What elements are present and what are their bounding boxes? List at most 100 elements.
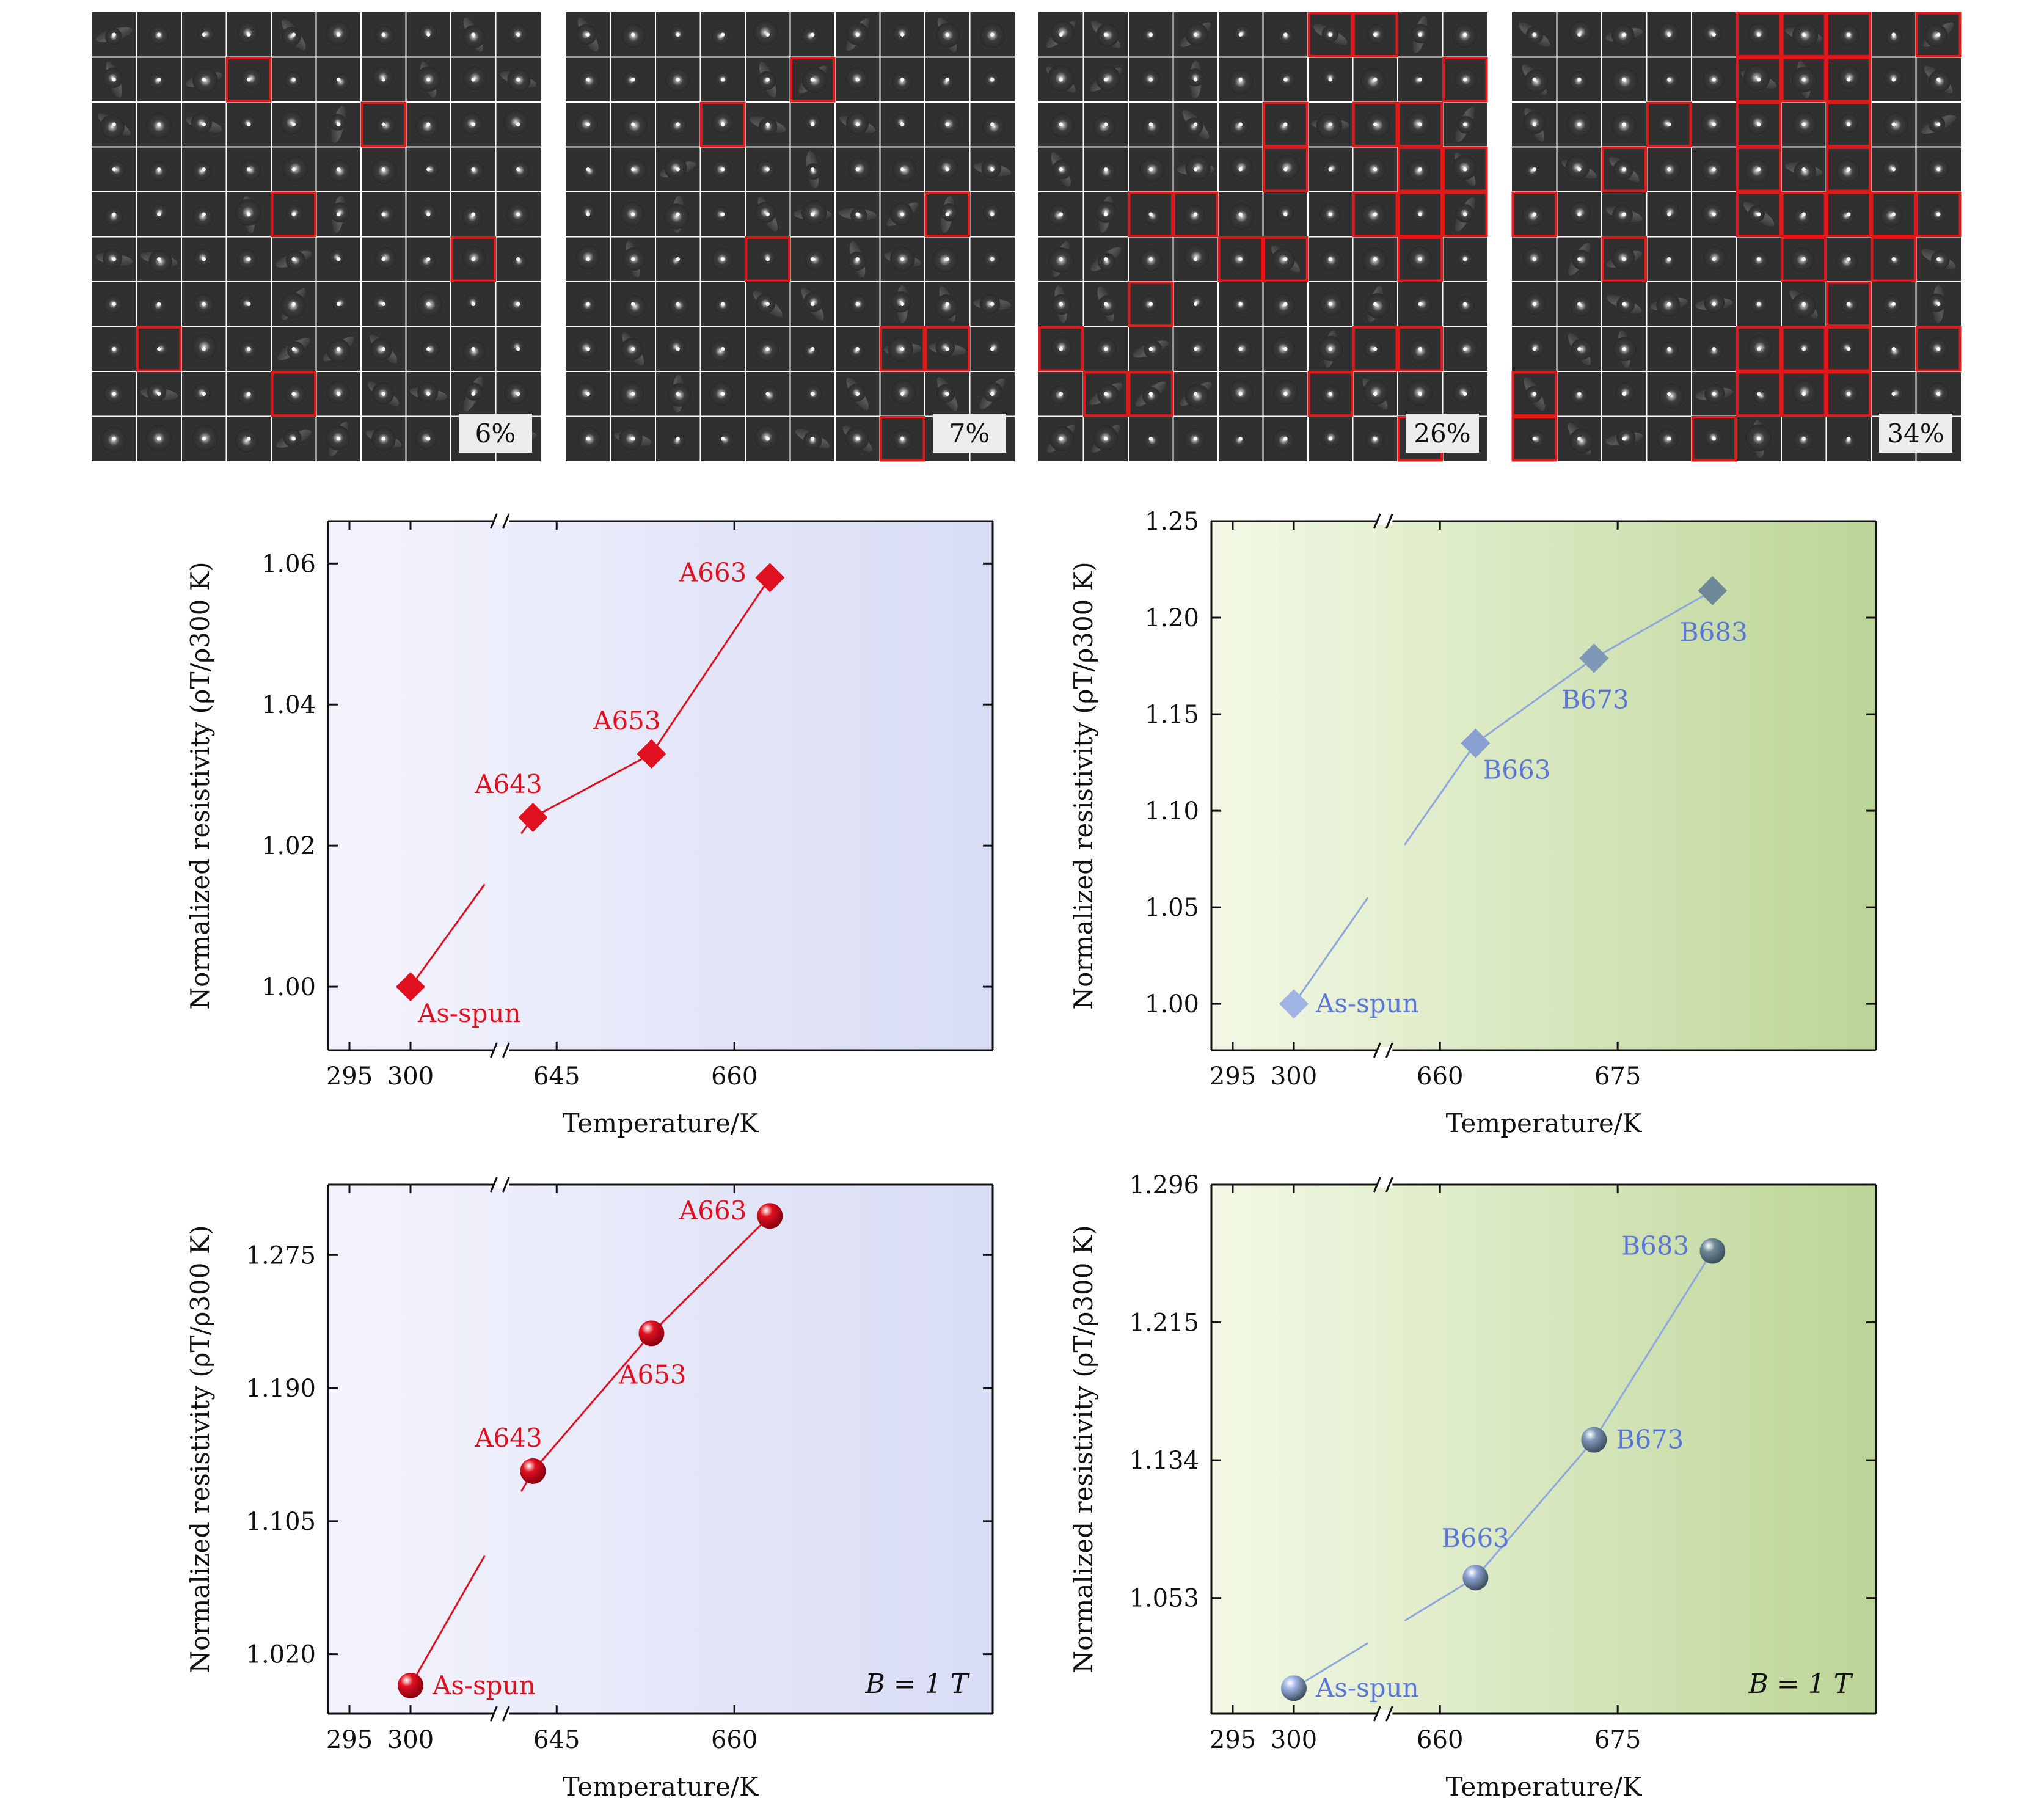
grid-tile	[969, 236, 1015, 282]
data-point	[1461, 728, 1491, 758]
tile-center-dot	[1801, 122, 1806, 126]
grid-tile	[1263, 192, 1308, 237]
point-label: A643	[474, 769, 542, 799]
tile-center-dot	[676, 392, 680, 396]
tile-center-dot	[1104, 212, 1108, 216]
data-point	[757, 1203, 783, 1229]
tile-center-dot	[112, 167, 116, 172]
tile-center-dot	[1283, 122, 1288, 126]
tile-center-dot	[471, 257, 475, 261]
grid-tile	[1781, 102, 1827, 147]
tile-spot	[711, 111, 734, 134]
axis-break-mark	[1373, 513, 1381, 529]
tile-spot	[1522, 204, 1545, 227]
tile-center-dot	[631, 167, 635, 172]
tile-center-dot	[112, 302, 116, 306]
tile-center-dot	[1712, 78, 1716, 82]
grid-tile	[1308, 282, 1353, 327]
grid-tile	[1038, 12, 1084, 57]
grid-tile	[181, 416, 227, 461]
highlight-box	[1307, 12, 1353, 57]
tile-center-dot	[945, 167, 949, 172]
tile-spot	[462, 25, 486, 48]
grid-tile	[1602, 282, 1647, 327]
tile-spot	[1274, 155, 1300, 181]
grid-tile	[700, 102, 745, 147]
tile-center-dot	[516, 122, 520, 126]
grid-tile	[1442, 192, 1487, 237]
tile-spot	[666, 337, 687, 357]
data-point	[1462, 1565, 1489, 1591]
percent-label: 34%	[1887, 418, 1944, 448]
tile-center-dot	[900, 437, 905, 441]
tile-center-dot	[1104, 302, 1108, 306]
y-tick-label: 1.10	[1145, 797, 1199, 825]
tile-center-dot	[1622, 167, 1626, 172]
tile-spot	[1095, 201, 1117, 223]
grid-tile	[1173, 192, 1218, 237]
grid-tile	[1692, 192, 1737, 237]
tile-center-dot	[471, 78, 475, 82]
data-point	[518, 802, 548, 832]
tile-spot	[510, 252, 528, 270]
grid-tile	[1692, 326, 1737, 371]
tile-center-dot	[1577, 347, 1582, 351]
tile-center-dot	[337, 32, 341, 37]
grid-tile	[610, 57, 655, 102]
grid-tile	[880, 416, 925, 461]
percent-badge	[1879, 414, 1952, 453]
grid-tile	[92, 326, 137, 371]
grid-tile	[610, 147, 655, 192]
tile-spot	[375, 115, 396, 136]
tile-spot	[664, 156, 687, 180]
point-label: A663	[679, 557, 747, 587]
grid-tile	[1398, 282, 1443, 327]
tile-spot	[328, 159, 352, 183]
grid-tile	[1398, 192, 1443, 237]
grid-tile	[610, 371, 655, 417]
chart-panel: 295 300 660 675 1.053 1.134 1.215 1.296 Temperat…	[1068, 1171, 1877, 1798]
tile-spot	[192, 383, 211, 403]
tile-spot	[805, 163, 822, 180]
tile-center-dot	[1148, 32, 1153, 37]
y-tick-label: 1.00	[1145, 990, 1199, 1018]
tile-spot	[328, 249, 346, 266]
tile-spot	[1144, 340, 1162, 359]
grid-tile	[1646, 326, 1692, 371]
tile-center-dot	[1238, 437, 1243, 441]
tile-spot	[1453, 382, 1474, 403]
tile-spot	[1924, 24, 1948, 48]
tile-center-dot	[1757, 257, 1761, 261]
tile-spot	[1228, 69, 1254, 95]
grid-tile	[406, 102, 451, 147]
tile-center-dot	[1104, 347, 1108, 351]
tile-center-dot	[1418, 167, 1422, 172]
tile-spot	[709, 340, 732, 363]
grid-tile	[1038, 371, 1084, 417]
tile-center-dot	[1532, 257, 1536, 261]
tile-center-dot	[1059, 437, 1063, 441]
x-tick-label: 660	[1417, 1062, 1463, 1091]
grid-tile	[1442, 282, 1487, 327]
percent-badge	[459, 414, 532, 453]
tile-spot	[1657, 114, 1677, 133]
tile-center-dot	[157, 302, 161, 306]
grid-tile	[1602, 326, 1647, 371]
tile-center-dot	[1283, 392, 1288, 396]
highlight-box	[1038, 326, 1084, 372]
grid-tile	[790, 147, 835, 192]
axis-break-mark	[502, 513, 510, 529]
tile-spot	[667, 252, 684, 269]
tile-center-dot	[1194, 32, 1198, 37]
grid-tile	[1871, 12, 1916, 57]
tile-center-dot	[1847, 257, 1851, 261]
tile-center-dot	[1238, 32, 1243, 37]
tile-spot	[1096, 161, 1117, 182]
tile-center-dot	[1238, 167, 1243, 172]
grid-tile	[1218, 282, 1263, 327]
grid-tile	[880, 282, 925, 327]
grid-tile	[969, 147, 1015, 192]
tile-center-dot	[1059, 78, 1063, 82]
tile-center-dot	[811, 78, 815, 82]
tile-spot	[624, 294, 647, 318]
